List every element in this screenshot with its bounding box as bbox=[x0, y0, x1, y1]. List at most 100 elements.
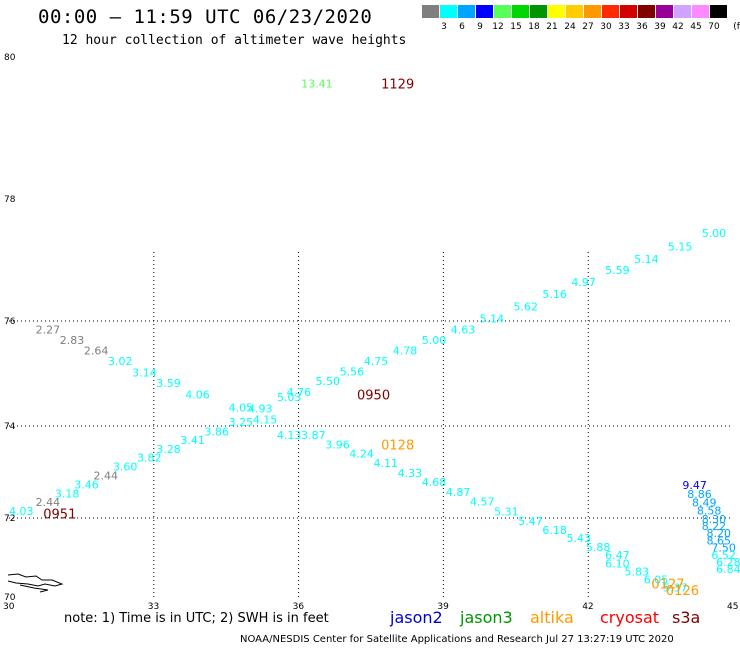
color-swatch bbox=[548, 5, 566, 18]
wave-height-label: 3.28 bbox=[156, 443, 181, 456]
color-swatch bbox=[566, 5, 584, 18]
wave-height-label: 6.18 bbox=[542, 524, 567, 537]
color-swatch bbox=[440, 5, 458, 18]
wave-height-label: 3.25 bbox=[229, 416, 254, 429]
color-swatch bbox=[638, 5, 656, 18]
wave-height-label: 6.84 bbox=[716, 563, 740, 576]
wave-height-label: 4.57 bbox=[470, 495, 495, 508]
latitude-tick-label: 74 bbox=[4, 422, 16, 432]
wave-height-label: 5.14 bbox=[634, 253, 659, 266]
color-swatch bbox=[584, 5, 602, 18]
color-swatch bbox=[656, 5, 674, 18]
time-label: 0126 bbox=[666, 584, 699, 599]
color-swatch bbox=[494, 5, 512, 18]
wave-height-label: 5.62 bbox=[513, 300, 538, 313]
wave-height-label: 4.33 bbox=[398, 467, 423, 480]
legend-s3a: s3a bbox=[672, 608, 701, 627]
legend-jason2: jason2 bbox=[390, 608, 443, 627]
wave-height-label: 3.02 bbox=[108, 355, 133, 368]
wave-height-label: 4.11 bbox=[373, 457, 398, 470]
wave-height-label: 5.03 bbox=[277, 391, 302, 404]
wave-height-label: 4.06 bbox=[185, 389, 210, 402]
page-title: 00:00 – 11:59 UTC 06/23/2020 bbox=[38, 6, 373, 28]
wave-height-label: 6.52 bbox=[711, 549, 736, 562]
wave-height-label: 5.37 bbox=[663, 582, 688, 595]
longitude-tick-label: 42 bbox=[582, 602, 593, 612]
wave-height-label: 4.93 bbox=[248, 403, 273, 416]
color-scale-label: 9 bbox=[477, 22, 483, 32]
wave-height-label: 3.86 bbox=[205, 426, 230, 439]
color-scale-label: 70 bbox=[708, 22, 720, 32]
color-scale-bar bbox=[422, 5, 728, 18]
wave-height-label: 5.00 bbox=[422, 334, 447, 347]
wave-height-label: 5.83 bbox=[624, 566, 649, 579]
wave-height-label: 3.59 bbox=[156, 377, 181, 390]
color-swatch bbox=[530, 5, 548, 18]
time-label: 0950 bbox=[357, 389, 390, 404]
wave-height-label: 3.82 bbox=[137, 451, 162, 464]
wave-height-label: 5.14 bbox=[480, 313, 505, 326]
color-scale-label: 24 bbox=[564, 22, 576, 32]
footer-note: note: 1) Time is in UTC; 2) SWH is in fe… bbox=[64, 611, 329, 626]
wave-height-label: 5.00 bbox=[702, 227, 727, 240]
color-scale-label: 15 bbox=[510, 22, 522, 32]
wave-height-label: 8.86 bbox=[687, 488, 712, 501]
wave-height-label: 4.24 bbox=[349, 448, 374, 461]
wave-height-label: 13.41 bbox=[301, 77, 333, 90]
legend-altika: altika bbox=[530, 608, 574, 627]
latitude-tick-label: 76 bbox=[4, 317, 16, 327]
wave-height-label: 6.10 bbox=[605, 558, 630, 571]
wave-height-label: 3.14 bbox=[132, 366, 157, 379]
wave-height-label: 5.59 bbox=[605, 264, 630, 277]
wave-height-label: 5.47 bbox=[518, 515, 543, 528]
color-scale-label: 30 bbox=[600, 22, 612, 32]
coastline-shape bbox=[7, 573, 64, 587]
coastline-shape-2 bbox=[19, 584, 49, 593]
wave-height-label: 8.49 bbox=[692, 496, 717, 509]
wave-height-label: 3.96 bbox=[325, 438, 350, 451]
wave-height-label: 4.87 bbox=[446, 486, 471, 499]
wave-height-label: 3.46 bbox=[74, 478, 99, 491]
wave-height-label: 2.44 bbox=[36, 496, 61, 509]
wave-height-label: 4.68 bbox=[422, 476, 447, 489]
color-scale-label: 6 bbox=[459, 22, 465, 32]
wave-height-label: 4.05 bbox=[229, 402, 254, 415]
coastline bbox=[7, 573, 64, 593]
color-scale-label: 27 bbox=[582, 22, 594, 32]
latitude-tick-label: 72 bbox=[4, 514, 15, 524]
color-scale-label: 39 bbox=[654, 22, 666, 32]
wave-height-label: 3.41 bbox=[180, 434, 205, 447]
color-scale-label: 12 bbox=[492, 22, 504, 32]
latitude-tick-label: 70 bbox=[4, 593, 16, 603]
wave-height-label: 6.05 bbox=[644, 574, 669, 587]
wave-height-label: 4.75 bbox=[364, 355, 389, 368]
time-label: 0951 bbox=[43, 507, 76, 522]
time-label: 1129 bbox=[381, 77, 414, 92]
wave-height-label: 5.88 bbox=[586, 541, 611, 554]
color-swatch bbox=[710, 5, 728, 18]
color-scale-label: 36 bbox=[636, 22, 648, 32]
page-subtitle: 12 hour collection of altimeter wave hei… bbox=[62, 33, 407, 48]
wave-height-label: 4.03 bbox=[9, 505, 34, 518]
color-swatch bbox=[512, 5, 530, 18]
wave-height-label: 5.50 bbox=[316, 375, 341, 388]
wave-height-label: 4.13 bbox=[277, 429, 302, 442]
longitude-tick-label: 45 bbox=[727, 602, 738, 612]
wave-height-label: 9.47 bbox=[682, 479, 707, 492]
legend-jason3: jason3 bbox=[460, 608, 513, 627]
wave-height-label: 6.28 bbox=[716, 556, 740, 569]
color-scale-label: 42 bbox=[672, 22, 684, 32]
wave-height-label: 7.50 bbox=[711, 542, 736, 555]
wave-height-label: 6.47 bbox=[605, 549, 630, 562]
time-label: 0128 bbox=[381, 438, 414, 453]
color-scale-label: 3 bbox=[441, 22, 447, 32]
wave-height-label: 4.76 bbox=[287, 386, 312, 399]
wave-height-label: 8.20 bbox=[707, 527, 732, 540]
wave-height-label: 8.58 bbox=[697, 505, 722, 518]
color-scale-label: 18 bbox=[528, 22, 540, 32]
color-swatch bbox=[602, 5, 620, 18]
wave-height-label: 4.97 bbox=[571, 276, 596, 289]
color-swatch bbox=[476, 5, 494, 18]
